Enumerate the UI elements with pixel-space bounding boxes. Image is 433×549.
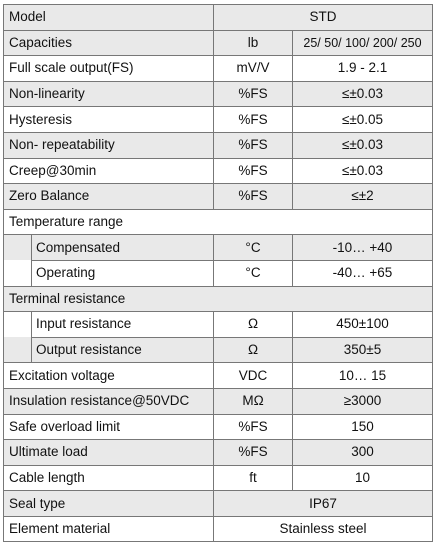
temperature-range-heading-row: Temperature range: [3, 208, 433, 236]
spec-unit: ft: [213, 464, 293, 492]
spec-unit: %FS: [213, 131, 293, 159]
spec-value: ≤±0.05: [292, 106, 433, 133]
spec-label: Safe overload limit: [3, 413, 214, 441]
spec-unit: %FS: [213, 413, 293, 441]
table-row: Insulation resistance@50VDC MΩ ≥3000: [3, 387, 433, 415]
spec-label: Full scale output(FS): [3, 55, 214, 82]
indent-cell: [3, 260, 32, 287]
spec-label: Non- repeatability: [3, 131, 214, 159]
spec-label: Capacities: [3, 29, 214, 57]
spec-label: Creep@30min: [3, 157, 214, 185]
table-row: Ultimate load %FS 300: [3, 439, 433, 466]
spec-label: Non-linearity: [3, 80, 214, 108]
spec-label: Hysteresis: [3, 106, 214, 133]
table-row: Capacities lb 25/ 50/ 100/ 200/ 250: [3, 29, 433, 57]
model-row: Model STD: [3, 4, 433, 31]
table-row: Safe overload limit %FS 150: [3, 413, 433, 441]
spec-label: Zero Balance: [3, 183, 214, 210]
spec-unit: %FS: [213, 439, 293, 466]
spec-unit: mV/V: [213, 55, 293, 82]
element-material-value: Stainless steel: [213, 515, 433, 543]
specifications-table: Model STD Capacities lb 25/ 50/ 100/ 200…: [3, 4, 433, 543]
table-row: Output resistance Ω 350±5: [3, 336, 433, 364]
spec-value: -10… +40: [292, 234, 433, 261]
spec-unit: °C: [213, 234, 293, 261]
table-row: Excitation voltage VDC 10… 15: [3, 362, 433, 389]
element-material-label: Element material: [3, 515, 214, 543]
spec-value: 450±100: [292, 311, 433, 338]
spec-unit: %FS: [213, 106, 293, 133]
spec-value: ≤±2: [292, 183, 433, 210]
temperature-range-label: Temperature range: [3, 208, 433, 236]
spec-value: 350±5: [292, 336, 433, 364]
spec-value: 10: [292, 464, 433, 492]
table-row: Non- repeatability %FS ≤±0.03: [3, 131, 433, 159]
spec-unit: Ω: [213, 311, 293, 338]
spec-label: Compensated: [31, 234, 214, 261]
table-row: Compensated °C -10… +40: [3, 234, 433, 261]
table-row: Creep@30min %FS ≤±0.03: [3, 157, 433, 185]
table-row: Input resistance Ω 450±100: [3, 311, 433, 338]
spec-unit: %FS: [213, 157, 293, 185]
spec-value: 150: [292, 413, 433, 441]
seal-type-value: IP67: [213, 490, 433, 517]
element-material-row: Element material Stainless steel: [3, 515, 433, 543]
seal-type-label: Seal type: [3, 490, 214, 517]
spec-label: Cable length: [3, 464, 214, 492]
spec-unit: °C: [213, 259, 293, 287]
spec-value: -40… +65: [292, 259, 433, 287]
spec-value: ≥3000: [292, 387, 433, 415]
spec-label: Ultimate load: [3, 439, 214, 466]
spec-unit: MΩ: [213, 387, 293, 415]
spec-value: 10… 15: [292, 362, 433, 389]
table-row: Hysteresis %FS ≤±0.05: [3, 106, 433, 133]
table-row: Operating °C -40… +65: [3, 259, 433, 287]
spec-unit: lb: [213, 29, 293, 57]
spec-unit: %FS: [213, 80, 293, 108]
spec-unit: VDC: [213, 362, 293, 389]
indent-cell: [3, 234, 32, 261]
table-row: Full scale output(FS) mV/V 1.9 - 2.1: [3, 55, 433, 82]
spec-value: ≤±0.03: [292, 131, 433, 159]
table-row: Zero Balance %FS ≤±2: [3, 183, 433, 210]
spec-value: 25/ 50/ 100/ 200/ 250: [292, 29, 433, 57]
model-value: STD: [213, 4, 433, 31]
table-row: Cable length ft 10: [3, 464, 433, 492]
seal-type-row: Seal type IP67: [3, 490, 433, 517]
spec-value: ≤±0.03: [292, 80, 433, 108]
spec-value: 1.9 - 2.1: [292, 55, 433, 82]
spec-label: Operating: [31, 259, 214, 287]
spec-label: Excitation voltage: [3, 362, 214, 389]
spec-value: ≤±0.03: [292, 157, 433, 185]
spec-unit: %FS: [213, 183, 293, 210]
terminal-resistance-label: Terminal resistance: [3, 285, 433, 313]
model-label: Model: [3, 4, 214, 31]
table-row: Non-linearity %FS ≤±0.03: [3, 80, 433, 108]
spec-value: 300: [292, 439, 433, 466]
spec-label: Input resistance: [31, 311, 214, 338]
spec-label: Insulation resistance@50VDC: [3, 387, 214, 415]
spec-label: Output resistance: [31, 336, 214, 364]
terminal-resistance-heading-row: Terminal resistance: [3, 285, 433, 313]
indent-cell: [3, 337, 32, 363]
spec-unit: Ω: [213, 336, 293, 364]
indent-cell: [3, 311, 32, 338]
